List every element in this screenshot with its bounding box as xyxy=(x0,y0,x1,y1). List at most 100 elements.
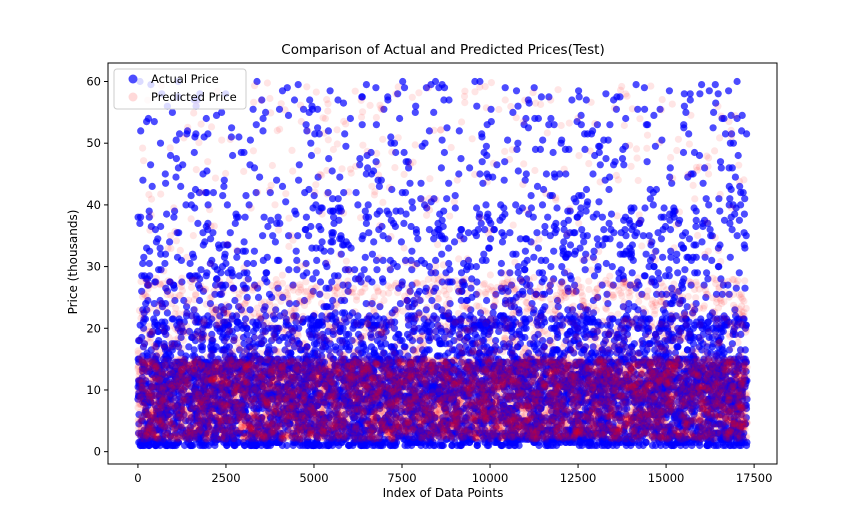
actual-price-point xyxy=(703,269,711,277)
actual-price-point xyxy=(541,222,549,231)
actual-price-point xyxy=(399,77,407,86)
actual-price-point xyxy=(438,216,446,224)
actual-price-point xyxy=(474,226,482,234)
actual-price-point xyxy=(620,161,628,169)
actual-price-point xyxy=(264,222,272,231)
actual-price-point xyxy=(273,256,282,264)
actual-price-point xyxy=(412,229,421,237)
actual-price-point xyxy=(726,195,734,203)
actual-price-point xyxy=(696,90,704,98)
actual-price-point xyxy=(550,247,558,255)
actual-price-point xyxy=(738,127,746,135)
actual-price-point xyxy=(512,87,521,95)
actual-price-point xyxy=(305,232,313,240)
actual-price-point xyxy=(660,204,668,212)
actual-price-point xyxy=(348,337,356,345)
actual-price-point xyxy=(562,253,570,261)
actual-price-point xyxy=(368,250,376,258)
actual-price-point xyxy=(185,343,193,351)
actual-price-point xyxy=(161,170,169,178)
actual-price-point xyxy=(716,207,724,215)
actual-price-point xyxy=(398,189,406,197)
actual-price-point xyxy=(639,441,647,450)
actual-price-point xyxy=(685,130,693,138)
actual-price-point xyxy=(259,232,267,240)
actual-price-point xyxy=(260,213,268,221)
actual-price-point xyxy=(740,229,748,237)
actual-price-point xyxy=(408,266,416,274)
actual-price-point xyxy=(384,93,392,101)
actual-price-point xyxy=(219,192,227,200)
actual-price-point xyxy=(284,111,293,119)
actual-price-point xyxy=(166,238,174,246)
actual-price-point xyxy=(514,102,522,110)
actual-price-point xyxy=(407,222,415,231)
actual-price-point xyxy=(345,330,353,338)
actual-price-point xyxy=(346,114,354,123)
actual-price-point xyxy=(182,201,190,209)
actual-price-point xyxy=(735,269,743,277)
actual-price-point xyxy=(610,96,618,104)
actual-price-point xyxy=(482,201,490,209)
actual-price-point xyxy=(220,182,228,190)
actual-price-point xyxy=(661,309,669,317)
actual-price-point xyxy=(364,201,372,209)
actual-price-point xyxy=(600,136,608,144)
actual-price-point xyxy=(558,263,566,271)
actual-price-point xyxy=(735,216,744,224)
actual-price-point xyxy=(717,164,725,172)
actual-price-point xyxy=(235,133,243,141)
actual-price-point xyxy=(307,222,315,231)
actual-price-point xyxy=(329,195,337,203)
actual-price-point xyxy=(489,173,497,181)
actual-price-point xyxy=(295,176,303,184)
actual-price-point xyxy=(534,114,543,123)
actual-price-point xyxy=(137,127,145,135)
actual-price-point xyxy=(473,204,481,212)
actual-price-point xyxy=(354,201,362,209)
actual-price-point xyxy=(622,114,630,123)
actual-price-point xyxy=(163,210,171,218)
actual-price-point xyxy=(438,250,446,258)
actual-price-point xyxy=(228,124,236,132)
actual-price-point xyxy=(362,170,370,178)
actual-price-point xyxy=(315,222,323,231)
actual-price-point xyxy=(629,256,637,264)
actual-price-point xyxy=(692,222,700,231)
actual-price-point xyxy=(440,148,448,157)
actual-price-point xyxy=(621,226,629,234)
actual-price-point xyxy=(560,219,568,227)
actual-price-point xyxy=(411,108,419,116)
actual-price-point xyxy=(575,87,583,95)
actual-price-point xyxy=(292,247,300,255)
actual-price-point xyxy=(628,241,637,249)
actual-price-point xyxy=(233,213,241,221)
actual-price-point xyxy=(379,232,387,240)
actual-price-point xyxy=(445,179,453,187)
actual-price-point xyxy=(372,121,380,129)
actual-price-point xyxy=(245,201,253,209)
actual-price-point xyxy=(686,90,694,98)
actual-price-point xyxy=(642,250,650,258)
actual-price-point xyxy=(666,164,674,172)
actual-price-point xyxy=(581,266,589,274)
actual-price-point xyxy=(293,266,301,274)
actual-price-point xyxy=(483,296,491,305)
actual-price-point xyxy=(501,210,509,218)
actual-price-point xyxy=(466,164,474,172)
actual-price-point xyxy=(657,213,665,221)
actual-price-point xyxy=(249,105,257,113)
actual-price-point xyxy=(646,195,655,203)
actual-price-point xyxy=(396,114,404,123)
actual-price-point xyxy=(472,263,480,271)
actual-price-point xyxy=(482,142,490,150)
actual-price-point xyxy=(237,148,245,157)
actual-price-point xyxy=(577,121,585,129)
actual-price-point xyxy=(599,241,607,249)
actual-price-point xyxy=(360,266,368,274)
actual-price-point xyxy=(515,207,523,215)
actual-price-point xyxy=(415,287,423,295)
actual-price-point xyxy=(634,105,642,113)
actual-price-point xyxy=(680,121,688,129)
actual-price-point xyxy=(527,192,535,200)
